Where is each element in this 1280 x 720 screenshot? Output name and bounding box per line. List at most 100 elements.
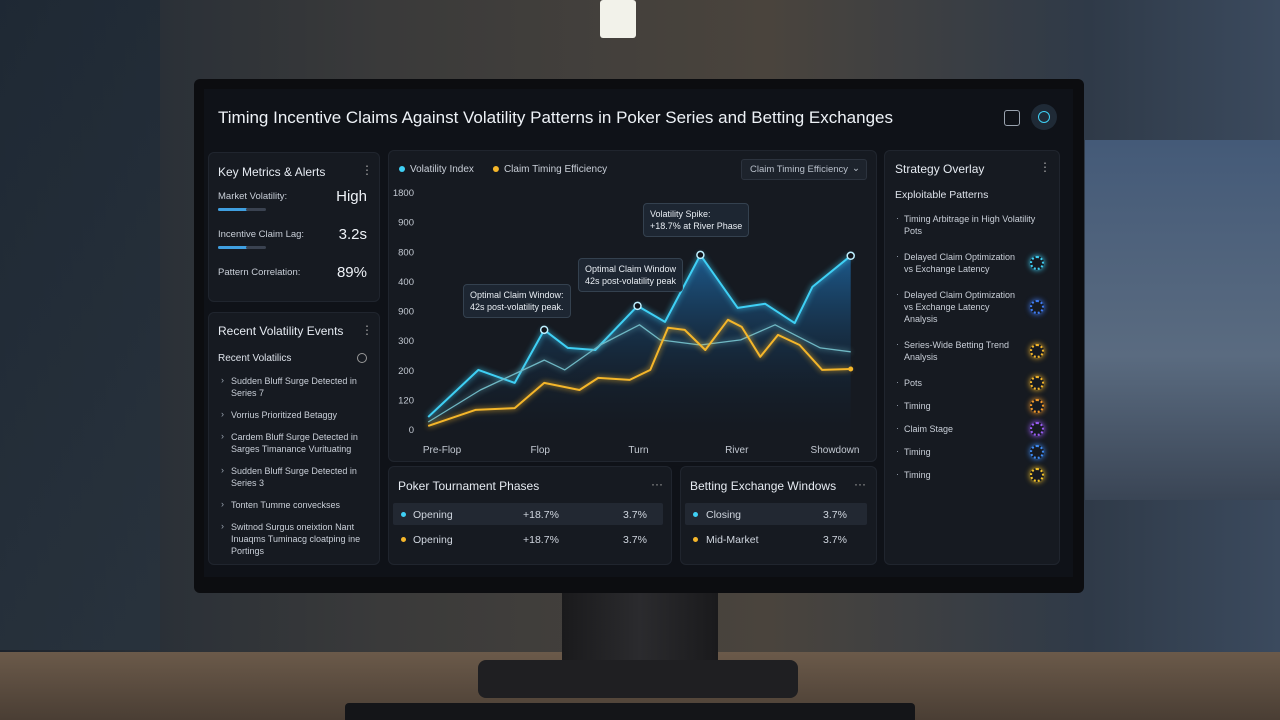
keyboard xyxy=(345,703,915,720)
legend-label: Volatility Index xyxy=(410,164,474,175)
bullet: · xyxy=(896,377,899,387)
line xyxy=(427,253,852,418)
callout: Optimal Claim Window: 42s post-volatility… xyxy=(463,284,571,318)
monitor-neck xyxy=(562,590,718,668)
bullet: › xyxy=(221,499,224,509)
panel-title: Betting Exchange Windows xyxy=(690,479,837,493)
bullet: › xyxy=(221,431,224,441)
callout-text: Optimal Claim Window: xyxy=(470,290,564,300)
y-tick-label: 0 xyxy=(409,425,414,436)
windows-panel: Betting Exchange Windows ··· Closing 3.7%… xyxy=(680,466,877,565)
highlight-point xyxy=(539,325,549,335)
x-tick-label: Turn xyxy=(628,445,648,456)
table-cell: Mid-Market xyxy=(706,534,759,546)
table-cell: 3.7% xyxy=(823,509,847,521)
y-tick-label: 800 xyxy=(398,247,414,258)
strategy-icon xyxy=(1030,422,1044,436)
highlight-point xyxy=(696,250,705,260)
callout-text: +18.7% at River Phase xyxy=(650,221,743,231)
callout-text: 42s post-volatility peak xyxy=(585,276,677,286)
highlight-point xyxy=(846,251,855,261)
row-highlight xyxy=(685,503,867,525)
menu-icon[interactable]: ⋮ xyxy=(1039,160,1051,174)
event-item: Cardem Bluff Surge Detected in Sarges Ti… xyxy=(231,432,358,454)
strategy-item: Timing xyxy=(904,470,931,480)
table-cell: 3.7% xyxy=(823,534,847,546)
row-dot xyxy=(693,537,698,542)
row-dot xyxy=(693,512,698,517)
panel-subtitle: Recent Volatilics xyxy=(218,353,292,364)
callout-text: 42s post-volatility peak. xyxy=(470,302,564,312)
menu-icon[interactable]: ··· xyxy=(651,477,663,491)
bullet: · xyxy=(896,469,899,479)
phases-panel: Poker Tournament Phases ··· Opening +18.7… xyxy=(388,466,672,565)
bullet: › xyxy=(221,465,224,475)
bullet: › xyxy=(221,375,224,385)
metric-value: High xyxy=(336,188,367,205)
x-tick-label: Flop xyxy=(531,445,551,456)
menu-icon[interactable]: ⋮ xyxy=(361,163,373,177)
event-item: Sudden Bluff Surge Detected in Series 7 xyxy=(231,376,357,398)
dashboard-title: Timing Incentive Claims Against Volatili… xyxy=(218,108,893,127)
edit-icon[interactable] xyxy=(1004,110,1020,126)
table-cell: +18.7% xyxy=(523,534,559,546)
event-item: Tonten Tumme conveckses xyxy=(231,500,341,510)
events-panel: Recent Volatility Events ⋮ Recent Volati… xyxy=(208,312,380,565)
event-item: Vorrius Prioritized Betaggy xyxy=(231,410,338,420)
dropdown-caret: ⌄ xyxy=(852,163,860,174)
table-cell: Opening xyxy=(413,509,453,521)
strategy-icon xyxy=(1030,376,1044,390)
panel-title: Key Metrics & Alerts xyxy=(218,165,326,179)
strategy-icon xyxy=(1030,468,1044,482)
bullet: · xyxy=(896,446,899,456)
row-highlight xyxy=(393,503,663,525)
area xyxy=(428,254,851,430)
bullet: · xyxy=(896,339,899,349)
highlight-point xyxy=(633,301,642,311)
refresh-icon[interactable] xyxy=(357,353,367,363)
y-tick-label: 900 xyxy=(398,307,414,318)
bullet: · xyxy=(896,423,899,433)
metric-bar xyxy=(218,246,266,249)
monitor-base xyxy=(478,660,798,698)
end-point xyxy=(848,366,854,372)
strategy-item: Series-Wide Betting Trend Analysis xyxy=(904,340,1010,362)
y-tick-label: 200 xyxy=(398,366,414,377)
metric-value: 89% xyxy=(336,264,367,281)
strategy-item: Pots xyxy=(904,378,923,388)
y-tick-label: 120 xyxy=(398,395,414,406)
row-dot xyxy=(401,512,406,517)
strategy-item: Claim Stage xyxy=(904,424,954,434)
menu-icon[interactable]: ··· xyxy=(854,477,866,491)
menu-icon[interactable]: ⋮ xyxy=(361,323,373,337)
strategy-icon xyxy=(1030,256,1044,270)
event-item: Switnod Surgus oneixtion Nant Inuaqms Tu… xyxy=(231,522,361,556)
y-tick-label: 300 xyxy=(398,336,414,347)
metrics-panel: Key Metrics & Alerts ⋮ Market Volatility… xyxy=(208,152,380,302)
x-tick-label: Pre-Flop xyxy=(423,445,462,456)
strategy-item: Delayed Claim Optimization vs Exchange L… xyxy=(904,290,1016,324)
dropdown-label: Claim Timing Efficiency xyxy=(750,164,849,175)
panel-title: Poker Tournament Phases xyxy=(398,479,540,493)
table-cell: 3.7% xyxy=(623,534,647,546)
x-tick-label: Showdown xyxy=(811,445,860,456)
metric-label: Pattern Correlation: xyxy=(218,267,301,278)
settings-icon[interactable] xyxy=(1031,104,1057,130)
strategy-icon xyxy=(1030,344,1044,358)
strategy-icon xyxy=(1030,445,1044,459)
ceiling-light xyxy=(600,0,636,38)
table-cell: Opening xyxy=(413,534,453,546)
panel-title: Recent Volatility Events xyxy=(218,324,344,338)
dropdown[interactable]: Claim Timing Efficiency ⌄ xyxy=(741,159,867,180)
panel-title: Strategy Overlay xyxy=(895,162,985,176)
metric-value: 3.2s xyxy=(338,226,367,243)
table-cell: 3.7% xyxy=(623,509,647,521)
callout: Optimal Claim Window 42s post-volatility … xyxy=(578,258,684,292)
callout-text: Optimal Claim Window xyxy=(585,264,677,274)
strategy-item: Timing Arbitrage in High Volatility Pots xyxy=(904,214,1036,236)
bullet: · xyxy=(896,251,899,261)
bullet: › xyxy=(221,409,224,419)
callout: Volatility Spike: +18.7% at River Phase xyxy=(643,203,750,237)
